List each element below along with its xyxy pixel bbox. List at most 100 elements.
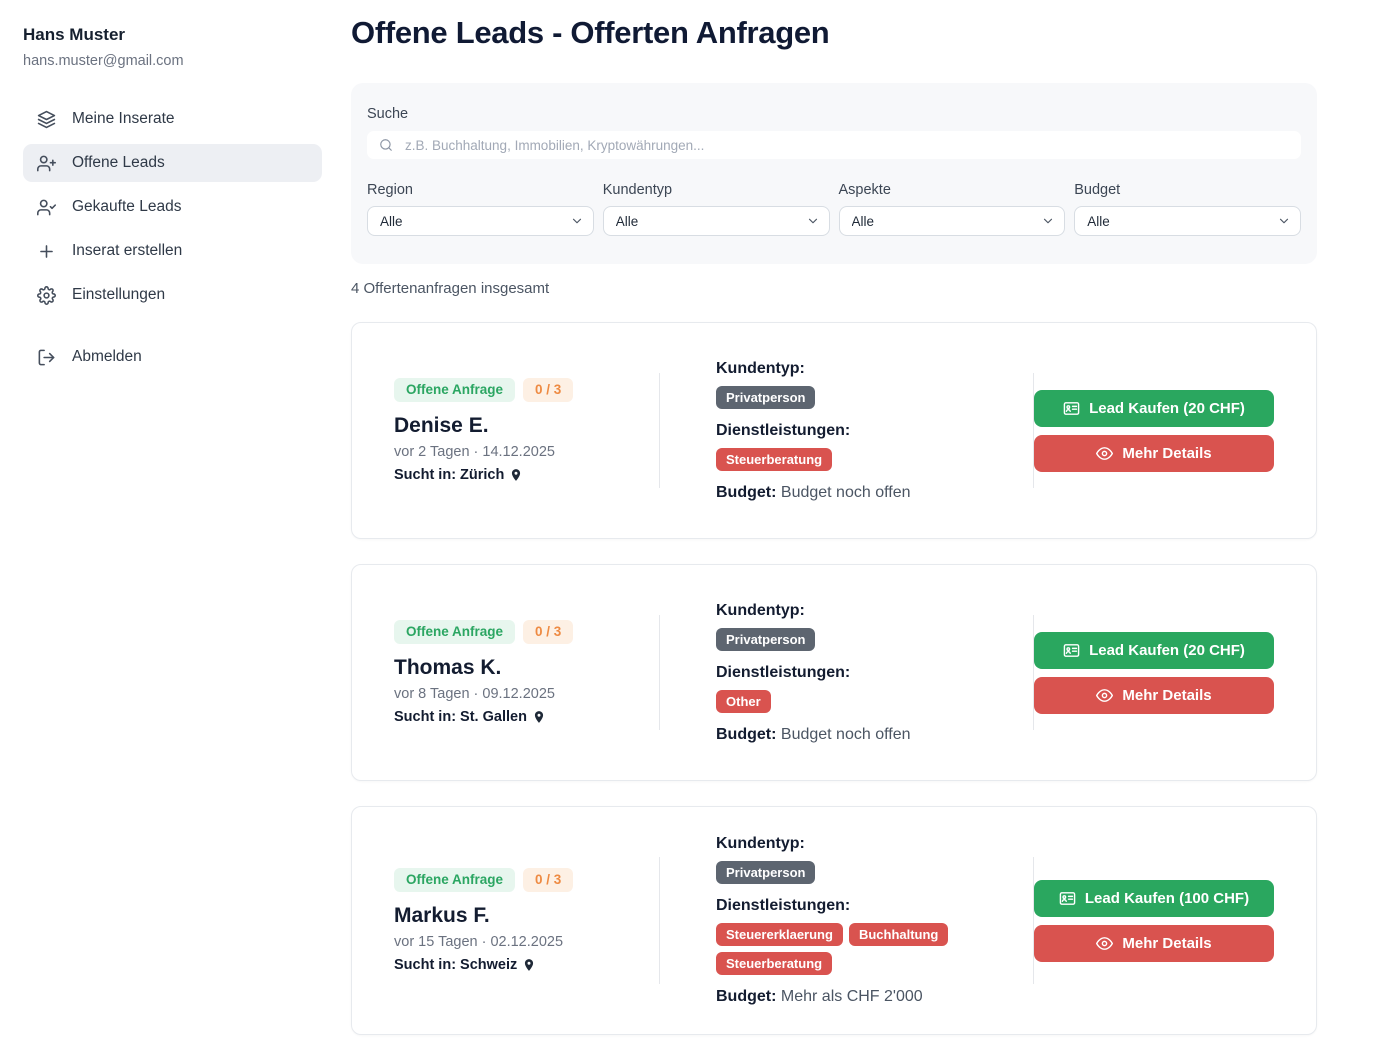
sidebar-item-offene-leads[interactable]: Offene Leads xyxy=(23,144,322,182)
lead-card: Offene Anfrage 0 / 3 Markus F. vor 15 Ta… xyxy=(351,806,1317,1035)
main-content: Offene Leads - Offerten Anfragen Suche R… xyxy=(351,0,1317,1035)
dienstleistungen-label: Dienstleistungen: xyxy=(716,897,851,914)
page-title: Offene Leads - Offerten Anfragen xyxy=(351,15,830,50)
lead-location-text: Sucht in: Zürich xyxy=(394,466,505,483)
search-box xyxy=(367,131,1301,159)
quota-badge: 0 / 3 xyxy=(523,868,574,892)
mehr-details-label: Mehr Details xyxy=(1122,934,1212,952)
budget-line: Budget: Mehr als CHF 2'000 xyxy=(716,988,993,1006)
filter-label-kundentyp: Kundentyp xyxy=(602,182,673,198)
status-badge: Offene Anfrage xyxy=(394,378,516,402)
kundentyp-label: Kundentyp: xyxy=(716,601,805,619)
budget-select[interactable]: Alle xyxy=(1074,206,1301,236)
id-card-icon xyxy=(1059,890,1076,907)
lead-card-details: Kundentyp: Privatperson Dienstleistungen… xyxy=(660,602,1033,744)
service-badge: Other xyxy=(716,689,771,713)
sidebar-item-einstellungen[interactable]: Einstellungen xyxy=(23,276,322,314)
mehr-details-button[interactable]: Mehr Details xyxy=(1034,434,1274,472)
vertical-divider xyxy=(659,615,660,730)
sidebar-nav: Meine Inserate Offene Leads Gekaufte Lea… xyxy=(23,100,322,376)
lead-card-actions: Lead Kaufen (20 CHF) Mehr Details xyxy=(1034,631,1274,714)
lead-card-left: Offene Anfrage 0 / 3 Denise E. vor 2 Tag… xyxy=(394,378,659,483)
filter-label-aspekte: Aspekte xyxy=(838,182,891,198)
plus-icon xyxy=(37,242,56,261)
vertical-divider xyxy=(659,373,660,488)
sidebar-item-label: Inserat erstellen xyxy=(72,242,183,259)
lead-card-details: Kundentyp: Privatperson Dienstleistungen… xyxy=(660,360,1033,502)
logout-icon xyxy=(37,348,56,367)
lead-location-text: Sucht in: Schweiz xyxy=(394,956,518,973)
eye-icon xyxy=(1096,935,1114,952)
user-check-icon xyxy=(37,198,56,217)
service-badge: Steuerberatung xyxy=(716,447,833,471)
service-badge: Steuererklaerung xyxy=(716,923,843,946)
service-badge: Buchhaltung xyxy=(848,923,949,946)
kundentyp-label: Kundentyp: xyxy=(716,359,805,377)
region-select[interactable]: Alle xyxy=(367,206,594,236)
sidebar-item-label: Offene Leads xyxy=(72,154,165,171)
map-pin-icon xyxy=(509,467,523,483)
filter-label-region: Region xyxy=(367,182,413,198)
user-name: Hans Muster xyxy=(23,25,126,44)
kundentyp-badge: Privatperson xyxy=(716,861,816,884)
lead-kaufen-label: Lead Kaufen (100 CHF) xyxy=(1084,889,1250,907)
lead-name: Thomas K. xyxy=(394,655,502,679)
lead-name: Denise E. xyxy=(394,413,489,437)
sidebar-item-abmelden[interactable]: Abmelden xyxy=(23,338,322,376)
dienstleistungen-label: Dienstleistungen: xyxy=(716,421,851,439)
lead-date: vor 15 Tagen · 02.12.2025 xyxy=(394,933,564,950)
gear-icon xyxy=(37,285,56,305)
mehr-details-button[interactable]: Mehr Details xyxy=(1034,924,1274,962)
vertical-divider xyxy=(659,857,660,984)
kundentyp-select[interactable]: Alle xyxy=(602,206,830,236)
filter-panel: Suche Region Alle Kundentyp Alle xyxy=(351,83,1317,264)
aspekte-select[interactable]: Alle xyxy=(838,206,1066,236)
vertical-divider xyxy=(1033,615,1034,730)
user-plus-icon xyxy=(37,154,56,173)
user-email: hans.muster@gmail.com xyxy=(23,53,184,69)
dienstleistungen-label: Dienstleistungen: xyxy=(716,663,851,681)
kundentyp-badge: Privatperson xyxy=(716,385,816,409)
lead-kaufen-button[interactable]: Lead Kaufen (20 CHF) xyxy=(1034,631,1274,669)
lead-location: Sucht in: Zürich xyxy=(394,467,659,483)
lead-kaufen-button[interactable]: Lead Kaufen (100 CHF) xyxy=(1034,879,1274,917)
service-badge: Steuerberatung xyxy=(716,952,833,975)
sidebar-item-inserat-erstellen[interactable]: Inserat erstellen xyxy=(23,232,322,270)
lead-kaufen-label: Lead Kaufen (20 CHF) xyxy=(1089,641,1245,659)
filter-label-budget: Budget xyxy=(1074,182,1121,198)
kundentyp-label: Kundentyp: xyxy=(716,835,805,852)
eye-icon xyxy=(1096,687,1114,704)
lead-card-details: Kundentyp: Privatperson Dienstleistungen… xyxy=(660,835,1033,1006)
search-label: Suche xyxy=(367,106,409,122)
lead-card-actions: Lead Kaufen (20 CHF) Mehr Details xyxy=(1034,389,1274,472)
lead-card: Offene Anfrage 0 / 3 Denise E. vor 2 Tag… xyxy=(351,322,1317,539)
id-card-icon xyxy=(1063,642,1080,659)
sidebar-item-label: Einstellungen xyxy=(72,286,166,303)
lead-date: vor 2 Tagen · 14.12.2025 xyxy=(394,443,555,460)
status-badge: Offene Anfrage xyxy=(394,868,516,892)
id-card-icon xyxy=(1063,400,1080,417)
lead-list: Offene Anfrage 0 / 3 Denise E. vor 2 Tag… xyxy=(351,322,1317,1035)
lead-card-left: Offene Anfrage 0 / 3 Thomas K. vor 8 Tag… xyxy=(394,620,659,725)
mehr-details-button[interactable]: Mehr Details xyxy=(1034,676,1274,714)
lead-location-text: Sucht in: St. Gallen xyxy=(394,708,527,725)
filter-grid: Region Alle Kundentyp Alle Asp xyxy=(367,182,1301,236)
sidebar-item-meine-inserate[interactable]: Meine Inserate xyxy=(23,100,322,138)
budget-line: Budget: Budget noch offen xyxy=(716,484,993,502)
sidebar-item-gekaufte-leads[interactable]: Gekaufte Leads xyxy=(23,188,322,226)
budget-label: Budget: xyxy=(716,483,777,501)
vertical-divider xyxy=(1033,857,1034,984)
sidebar: Hans Muster hans.muster@gmail.com Meine … xyxy=(0,0,340,1039)
budget-value: Budget noch offen xyxy=(780,725,911,743)
service-badges: Steuerberatung xyxy=(716,447,993,471)
lead-card-left: Offene Anfrage 0 / 3 Markus F. vor 15 Ta… xyxy=(394,868,659,973)
mehr-details-label: Mehr Details xyxy=(1122,686,1212,704)
search-input[interactable] xyxy=(405,137,1289,153)
lead-location: Sucht in: Schweiz xyxy=(394,957,659,973)
sidebar-item-label: Abmelden xyxy=(72,348,142,365)
lead-kaufen-button[interactable]: Lead Kaufen (20 CHF) xyxy=(1034,389,1274,427)
lead-name: Markus F. xyxy=(394,903,490,927)
budget-label: Budget: xyxy=(716,725,777,743)
sidebar-item-label: Gekaufte Leads xyxy=(72,198,182,215)
budget-line: Budget: Budget noch offen xyxy=(716,726,993,744)
